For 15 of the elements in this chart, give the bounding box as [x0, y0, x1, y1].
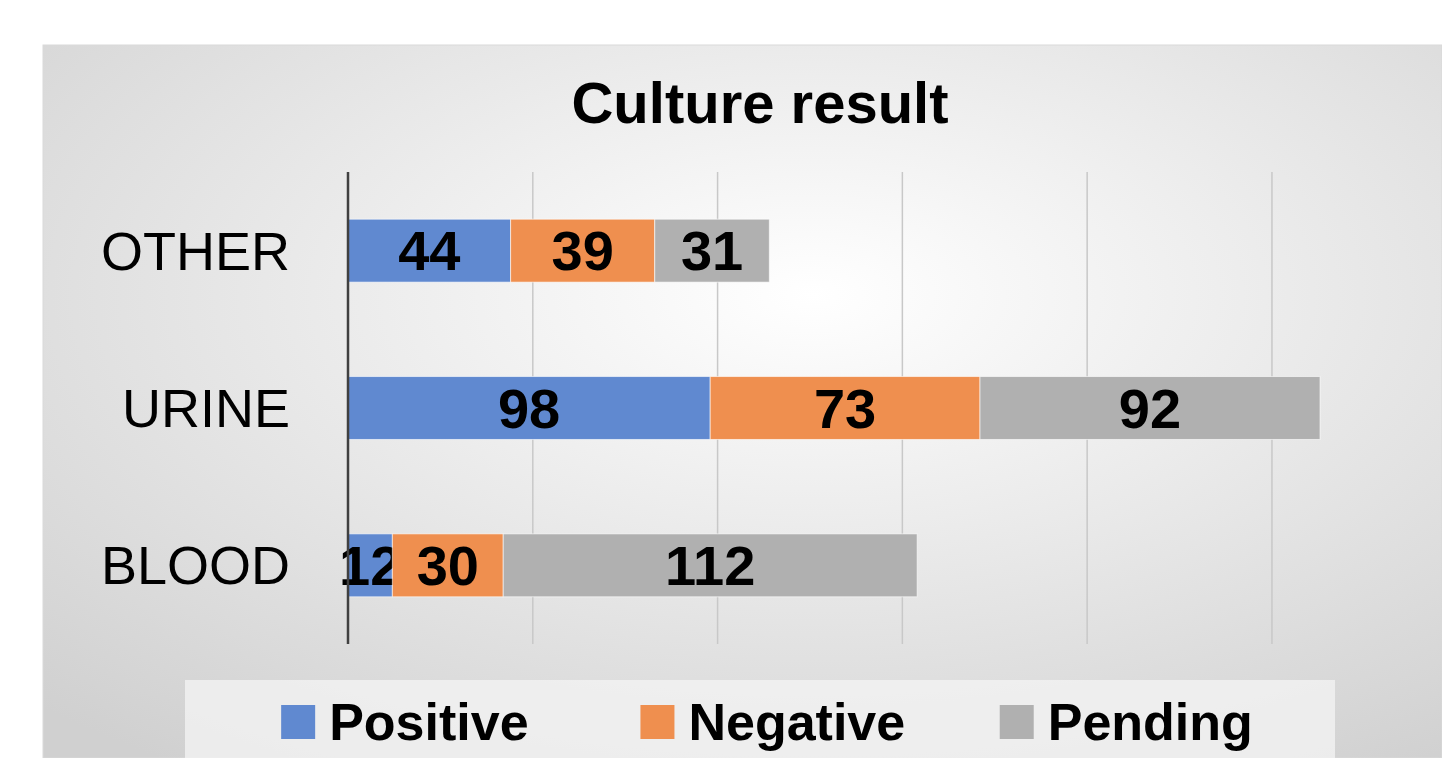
data-label: 92: [1118, 376, 1182, 440]
y-tick-label: URINE: [121, 377, 290, 438]
y-tick-label: BLOOD: [100, 535, 290, 596]
data-label: 39: [551, 219, 614, 283]
text: Pending: [1047, 693, 1253, 752]
data-label: 98: [497, 376, 561, 440]
data-label: 31: [680, 219, 744, 283]
data-label: 44: [398, 219, 461, 283]
y-tick-label: OTHER: [101, 220, 290, 281]
data-label: 112: [665, 533, 756, 597]
chart-title: Culture result: [571, 70, 949, 136]
data-label: 73: [813, 376, 877, 440]
legend-label: Negative: [688, 693, 906, 752]
legend-label: Positive: [329, 693, 529, 752]
data-label: 30: [416, 533, 479, 597]
